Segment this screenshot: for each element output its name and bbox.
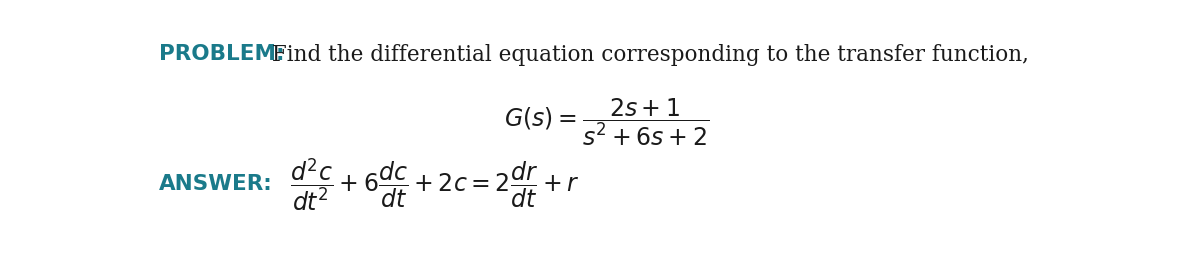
Text: Find the differential equation corresponding to the transfer function,: Find the differential equation correspon… [272, 43, 1028, 66]
Text: $\dfrac{d^2c}{dt^2} + 6\dfrac{dc}{dt} + 2c = 2\dfrac{dr}{dt} + r$: $\dfrac{d^2c}{dt^2} + 6\dfrac{dc}{dt} + … [290, 156, 580, 213]
Text: PROBLEM:: PROBLEM: [159, 43, 284, 64]
Text: $\mathit{G(s)} = \dfrac{2s + 1}{s^2 + 6s + 2}$: $\mathit{G(s)} = \dfrac{2s + 1}{s^2 + 6s… [504, 97, 709, 148]
Text: ANSWER:: ANSWER: [159, 174, 272, 194]
